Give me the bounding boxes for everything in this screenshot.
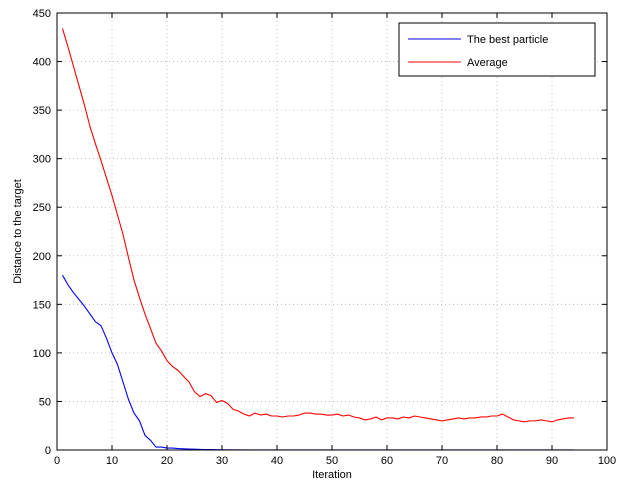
x-axis-label: Iteration xyxy=(312,469,352,480)
x-tick-label: 70 xyxy=(436,455,448,467)
y-tick-label: 400 xyxy=(33,57,51,69)
y-tick-label: 300 xyxy=(33,154,51,166)
x-tick-label: 60 xyxy=(381,455,393,467)
legend-box xyxy=(398,22,596,77)
grid xyxy=(57,13,607,450)
x-tick-label: 20 xyxy=(161,455,173,467)
x-tick-label: 100 xyxy=(598,455,616,467)
ticks xyxy=(56,12,608,451)
x-tick-label: 40 xyxy=(271,455,283,467)
x-tick-label: 0 xyxy=(54,455,60,467)
y-tick-label: 350 xyxy=(33,105,51,117)
x-tick-label: 80 xyxy=(491,455,503,467)
y-tick-label: 100 xyxy=(33,348,51,360)
y-axis-label: Distance to the target xyxy=(12,179,24,284)
y-tick-label: 0 xyxy=(45,445,51,457)
tick-labels: 0 10 20 30 40 50 60 70 80 90 100 0 50 100 150 200 250 300… xyxy=(33,8,617,467)
y-tick-label: 200 xyxy=(33,251,51,263)
x-tick-label: 90 xyxy=(546,455,558,467)
y-tick-label: 250 xyxy=(33,202,51,214)
series-line-average xyxy=(61,28,574,423)
legend-label-best-particle: The best particle xyxy=(467,34,548,46)
y-tick-label: 50 xyxy=(39,396,51,408)
legend: The best particle Average xyxy=(398,22,596,77)
x-tick-label: 30 xyxy=(216,455,228,467)
x-tick-label: 50 xyxy=(326,455,338,467)
legend-label-average: Average xyxy=(467,57,508,69)
x-tick-label: 10 xyxy=(106,455,118,467)
y-tick-label: 150 xyxy=(33,299,51,311)
y-tick-label: 450 xyxy=(33,8,51,20)
